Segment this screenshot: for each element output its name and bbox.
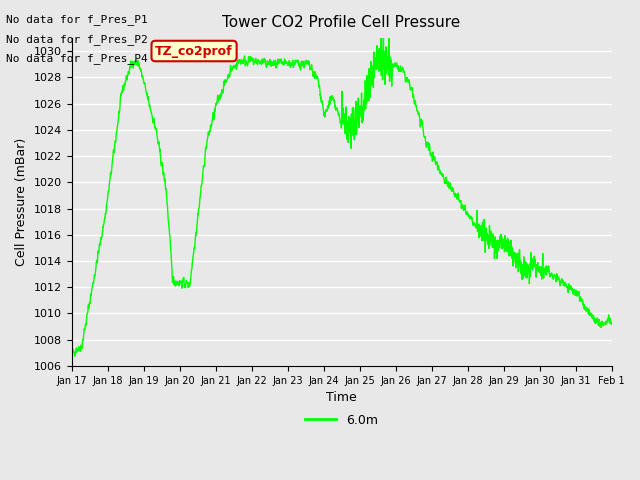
6.0m (600, 321, 608, 327)
6.0m (122, 78, 129, 84)
Text: No data for f_Pres_P1: No data for f_Pres_P1 (6, 14, 148, 25)
Text: TZ_co2prof: TZ_co2prof (156, 45, 233, 58)
Line: 6.0m: 6.0m (72, 36, 612, 356)
6.0m (68, 349, 76, 355)
X-axis label: Time: Time (326, 391, 357, 404)
Legend: 6.0m: 6.0m (300, 409, 383, 432)
6.0m (608, 320, 616, 326)
Y-axis label: Cell Pressure (mBar): Cell Pressure (mBar) (15, 138, 28, 266)
Text: No data for f_Pres_P4: No data for f_Pres_P4 (6, 53, 148, 64)
6.0m (505, 240, 513, 245)
6.0m (239, 59, 246, 65)
6.0m (535, 264, 543, 269)
Text: No data for f_Pres_P2: No data for f_Pres_P2 (6, 34, 148, 45)
Title: Tower CO2 Profile Cell Pressure: Tower CO2 Profile Cell Pressure (223, 15, 461, 30)
6.0m (374, 52, 382, 58)
6.0m (71, 353, 79, 359)
6.0m (385, 33, 393, 38)
